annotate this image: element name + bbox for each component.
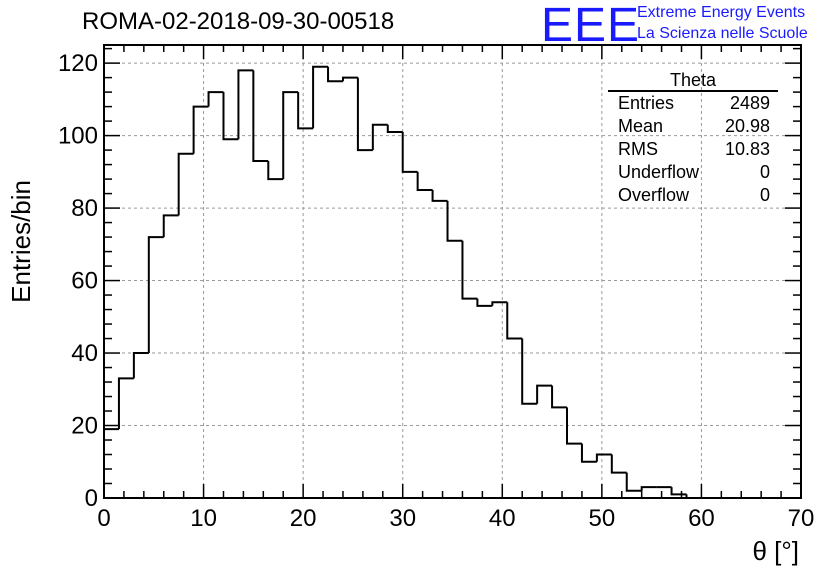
histogram-bin — [431, 189, 448, 202]
histogram-bin — [237, 69, 254, 140]
y-tick-label: 0 — [85, 485, 98, 512]
histogram-bin — [536, 384, 553, 404]
stats-value: 0 — [759, 162, 770, 182]
stats-label: Mean — [618, 116, 664, 136]
histogram-bin — [566, 407, 582, 445]
stats-value: 0 — [759, 185, 770, 205]
stats-row-overflow: Overflow 0 — [608, 184, 778, 207]
y-tick-label: 60 — [71, 268, 98, 295]
histogram-bin — [491, 301, 508, 306]
histogram-bin — [580, 443, 597, 463]
stats-label: Overflow — [618, 185, 690, 205]
plot-frame — [103, 44, 802, 499]
x-tick-label: 10 — [190, 505, 217, 532]
grid-lines — [104, 45, 801, 498]
x-tick-label: 70 — [788, 505, 815, 532]
histogram-bin — [132, 352, 149, 379]
histogram-bin — [117, 377, 134, 430]
histogram-bin — [610, 454, 627, 474]
histogram-bin — [312, 65, 329, 129]
stats-label: Underflow — [618, 162, 700, 182]
histogram-bin — [341, 76, 358, 82]
chart-title: ROMA-02-2018-09-30-00518 — [82, 8, 395, 35]
histogram-bin — [506, 302, 523, 340]
x-tick-label: 50 — [589, 505, 616, 532]
stats-box: Theta Entries 2489 Mean 20.98 RMS 10.83 … — [608, 70, 778, 207]
histogram-bin — [521, 338, 538, 405]
y-tick-label: 40 — [71, 340, 98, 367]
stats-row-rms: RMS 10.83 — [608, 138, 778, 161]
logo-line-2: La Scienza nelle Scuole — [637, 25, 808, 42]
y-tick-label: 100 — [58, 123, 98, 150]
histogram-bin — [162, 214, 179, 238]
stats-row-underflow: Underflow 0 — [608, 161, 778, 184]
histogram-bin — [670, 487, 687, 496]
histogram-bin — [222, 92, 239, 141]
histogram-bin — [282, 91, 299, 180]
stats-title: Theta — [608, 70, 778, 92]
y-tick-label: 120 — [58, 50, 98, 77]
histogram-bin — [252, 70, 269, 162]
histogram-bin — [267, 160, 284, 181]
histogram-bin — [192, 105, 209, 154]
histogram-bin — [147, 236, 164, 354]
tick-labels: 0 10 20 30 40 50 60 70 0 20 40 60 80 100 120 — [58, 50, 814, 532]
stats-row-entries: Entries 2489 — [608, 92, 778, 115]
histogram-bin — [640, 486, 657, 491]
stats-value: 20.98 — [724, 116, 770, 136]
x-tick-label: 0 — [97, 505, 110, 532]
histogram-bin — [476, 298, 493, 307]
x-tick-label: 20 — [290, 505, 317, 532]
stats-value: 2489 — [729, 93, 770, 113]
histogram-bin — [461, 240, 478, 300]
histogram-bin — [297, 92, 314, 130]
x-tick-label: 30 — [389, 505, 416, 532]
x-tick-label: 40 — [489, 505, 516, 532]
axis-ticks — [103, 45, 802, 499]
stats-value: 10.83 — [724, 139, 770, 159]
stats-label: RMS — [618, 139, 658, 159]
histogram-bin — [327, 66, 343, 83]
x-tick-label: 60 — [688, 505, 715, 532]
stats-label: Entries — [618, 93, 675, 113]
logo-line-1: Extreme Energy Events — [637, 4, 806, 21]
histogram-bin — [401, 131, 418, 173]
histogram-bin — [446, 200, 463, 242]
y-axis-label: Entries/bin — [6, 180, 36, 303]
histogram-bin — [386, 124, 403, 133]
histogram-series — [103, 65, 702, 499]
histogram-bin — [356, 77, 373, 152]
stats-row-mean: Mean 20.98 — [608, 115, 778, 138]
eee-logo: EEE — [541, 0, 641, 52]
histogram-bin — [177, 152, 194, 216]
histogram-bin — [595, 453, 612, 462]
histogram-bin — [371, 123, 388, 151]
y-tick-label: 20 — [71, 413, 98, 440]
histogram-bin — [416, 171, 433, 191]
histogram-bin — [625, 472, 642, 492]
x-axis-label: θ [°] — [752, 536, 799, 566]
y-tick-label: 80 — [71, 195, 98, 222]
histogram-bin — [551, 385, 568, 409]
histogram-bin — [207, 91, 224, 107]
